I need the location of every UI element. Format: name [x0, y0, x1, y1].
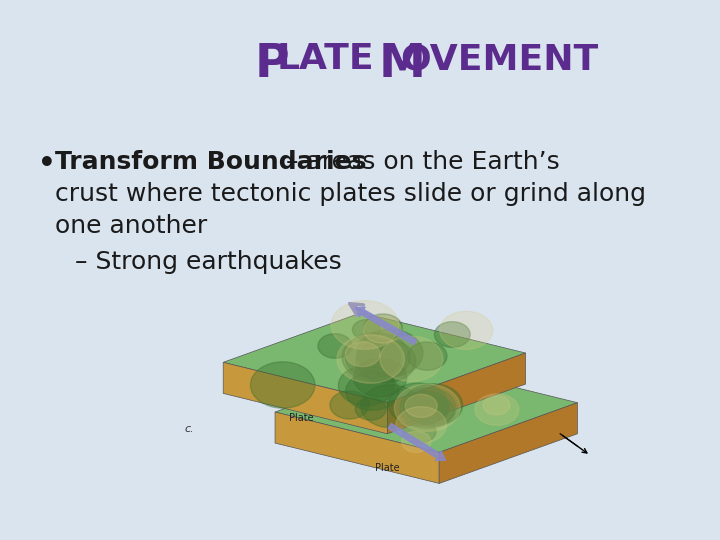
- Circle shape: [355, 398, 386, 420]
- Circle shape: [440, 311, 492, 349]
- Circle shape: [475, 394, 519, 426]
- Circle shape: [403, 391, 449, 424]
- Circle shape: [330, 391, 369, 419]
- Text: – areas on the Earth’s: – areas on the Earth’s: [278, 150, 560, 174]
- Circle shape: [420, 401, 446, 420]
- Circle shape: [342, 333, 410, 381]
- Circle shape: [408, 342, 447, 370]
- FancyArrowPatch shape: [355, 307, 417, 345]
- Text: OVEMENT: OVEMENT: [400, 42, 599, 76]
- Circle shape: [364, 316, 401, 343]
- Circle shape: [356, 340, 415, 383]
- Text: Plate: Plate: [289, 413, 313, 423]
- Text: M: M: [379, 42, 426, 87]
- Polygon shape: [439, 403, 577, 483]
- Circle shape: [483, 395, 510, 415]
- Circle shape: [354, 359, 407, 397]
- Text: P: P: [255, 42, 289, 87]
- Circle shape: [405, 392, 449, 423]
- Text: Plate: Plate: [375, 463, 400, 473]
- Circle shape: [416, 397, 454, 424]
- Polygon shape: [275, 412, 439, 483]
- Circle shape: [388, 383, 448, 426]
- Polygon shape: [223, 362, 387, 434]
- Circle shape: [346, 342, 380, 367]
- Circle shape: [380, 336, 443, 381]
- Polygon shape: [387, 353, 526, 434]
- Circle shape: [405, 394, 437, 417]
- Circle shape: [346, 339, 400, 378]
- Text: LATE: LATE: [277, 42, 374, 76]
- Circle shape: [404, 384, 463, 426]
- Text: – Strong earthquakes: – Strong earthquakes: [75, 250, 342, 274]
- Circle shape: [337, 335, 405, 383]
- Circle shape: [364, 314, 402, 341]
- Circle shape: [396, 407, 446, 443]
- Circle shape: [400, 388, 456, 428]
- Text: •: •: [38, 150, 55, 178]
- Circle shape: [352, 320, 380, 340]
- Circle shape: [318, 334, 352, 358]
- Text: Transform Boundaries: Transform Boundaries: [55, 150, 366, 174]
- Text: crust where tectonic plates slide or grind along: crust where tectonic plates slide or gri…: [55, 182, 646, 206]
- Circle shape: [338, 366, 395, 406]
- Circle shape: [331, 301, 399, 349]
- FancyArrowPatch shape: [388, 423, 446, 461]
- Circle shape: [402, 420, 436, 443]
- Circle shape: [361, 385, 420, 428]
- Circle shape: [357, 329, 423, 377]
- Polygon shape: [275, 362, 577, 453]
- Circle shape: [402, 431, 431, 453]
- Text: one another: one another: [55, 214, 207, 238]
- Circle shape: [251, 362, 315, 408]
- Circle shape: [346, 372, 399, 410]
- Polygon shape: [223, 313, 526, 403]
- Text: c.: c.: [184, 424, 194, 435]
- Circle shape: [434, 322, 470, 347]
- Circle shape: [395, 384, 460, 431]
